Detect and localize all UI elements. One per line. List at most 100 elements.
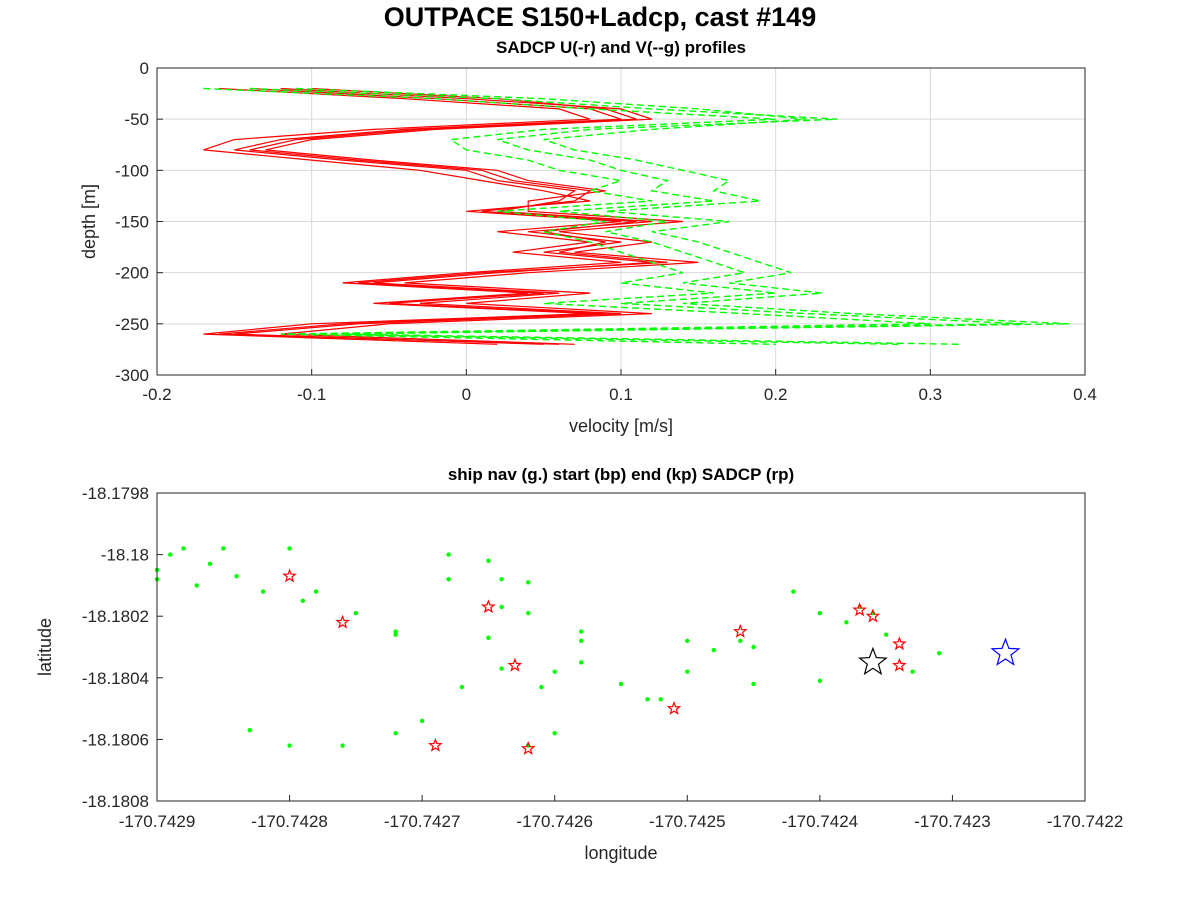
- ship-nav-point: [499, 604, 504, 610]
- ship-nav-point: [393, 629, 398, 634]
- bottom-axes-box: [156, 492, 1086, 802]
- bottom-y-tick-label: -18.1808: [82, 792, 149, 811]
- sadcp-point-star: [892, 657, 907, 672]
- sadcp-point-star: [666, 700, 682, 715]
- ship-nav-point: [645, 697, 650, 702]
- ship-nav-point: [883, 632, 889, 637]
- top-x-axis-label: velocity [m/s]: [569, 416, 673, 436]
- ship-nav-point: [300, 598, 306, 603]
- ship-nav-point: [618, 681, 624, 687]
- top-x-tick-label: 0.4: [1073, 385, 1097, 404]
- ship-nav-point: [711, 647, 716, 653]
- u-profile-line-1: [234, 87, 652, 345]
- top-x-tick-label: -0.1: [297, 385, 326, 404]
- bottom-x-tick-label: -170.7426: [516, 812, 593, 831]
- ship-nav-point: [936, 650, 942, 656]
- v-profile-line-4: [203, 87, 931, 345]
- sadcp-point-star: [335, 614, 350, 629]
- ship-nav-point: [539, 684, 544, 690]
- bottom-y-tick-label: -18.1806: [82, 730, 149, 749]
- bottom-x-tick-label: -170.7427: [384, 812, 461, 831]
- top-x-tick-label: 0.3: [919, 385, 943, 404]
- sadcp-point-star: [507, 657, 523, 672]
- sadcp-point-star: [732, 623, 748, 638]
- bottom-y-axis-label: latitude: [35, 618, 55, 676]
- ship-nav-point: [353, 610, 359, 616]
- sadcp-point-star: [481, 599, 496, 614]
- ship-nav-point: [194, 583, 199, 588]
- ship-nav-point: [658, 697, 663, 702]
- ship-nav-point: [791, 589, 796, 594]
- ship-nav-point: [168, 552, 173, 557]
- u-profile-line-2: [265, 87, 699, 345]
- ship-nav-point: [459, 684, 465, 690]
- ship-nav-point: [499, 577, 504, 582]
- top-y-tick-label: -250: [115, 315, 149, 334]
- ship-nav-point: [486, 558, 491, 563]
- bottom-x-axis-label: longitude: [584, 843, 657, 863]
- bottom-x-tick-label: -170.7424: [782, 812, 859, 831]
- top-y-axis-label: depth [m]: [79, 184, 99, 259]
- ship-nav-point: [446, 552, 451, 557]
- ship-nav-point: [181, 546, 186, 551]
- ship-nav-point: [446, 577, 451, 582]
- bottom-ticks: -170.7429 -170.7428 -170.7427 -170.7426 -170…: [82, 484, 1123, 831]
- top-series: [203, 87, 1070, 345]
- top-x-tick-label: 0.1: [609, 385, 633, 404]
- ship-nav-point: [738, 638, 743, 644]
- top-x-tick-label: 0: [462, 385, 471, 404]
- ship-nav-point: [751, 681, 756, 687]
- top-y-tick-label: 0: [140, 59, 149, 78]
- bottom-x-tick-label: -170.7422: [1047, 812, 1124, 831]
- ship-nav-point: [499, 666, 504, 671]
- bottom-y-tick-label: -18.1802: [82, 607, 149, 626]
- start-position-star: [990, 637, 1021, 666]
- v-profile-line-6: [296, 87, 1070, 345]
- ship-nav-chart: -170.7429 -170.7428 -170.7427 -170.7426 -170…: [35, 465, 1123, 863]
- velocity-profile-chart: -0.2 -0.1 0 0.1 0.2 0.3 0.4 0 -50 -100 -150 -200 -25…: [79, 38, 1097, 436]
- top-y-tick-label: -150: [115, 213, 149, 232]
- bottom-chart-title: ship nav (g.) start (bp) end (kp) SADCP …: [448, 465, 794, 484]
- ship-nav-point: [844, 620, 849, 625]
- ship-nav-point: [393, 731, 398, 736]
- top-y-tick-label: -300: [115, 366, 149, 385]
- ship-nav-point: [552, 731, 557, 736]
- ship-nav-point: [419, 718, 425, 724]
- bottom-y-tick-label: -18.1798: [82, 484, 149, 503]
- bottom-x-tick-label: -170.7429: [119, 812, 196, 831]
- top-y-tick-label: -100: [115, 161, 149, 180]
- sadcp-point-star: [892, 636, 907, 651]
- sadcp-point-star: [428, 737, 443, 752]
- bottom-x-tick-label: -170.7425: [649, 812, 726, 831]
- ship-nav-point: [340, 743, 345, 748]
- u-profile-line-0: [203, 87, 622, 345]
- end-position-star: [857, 646, 888, 676]
- ship-nav-point: [260, 589, 266, 594]
- u-profile-line-3: [218, 87, 668, 345]
- ship-nav-point: [247, 727, 252, 733]
- ship-nav-point: [552, 669, 557, 674]
- v-profile-line-5: [249, 87, 1024, 345]
- bottom-plot-area: [157, 493, 1085, 801]
- ship-nav-point: [579, 638, 584, 644]
- sadcp-point-star: [282, 568, 297, 583]
- ship-nav-point: [526, 610, 531, 616]
- figure-title: OUTPACE S150+Ladcp, cast #149: [383, 2, 817, 32]
- ship-nav-point: [817, 610, 823, 616]
- top-x-tick-label: -0.2: [142, 385, 171, 404]
- ship-nav-point: [579, 629, 584, 634]
- ship-nav-point: [207, 561, 213, 567]
- ship-nav-point: [526, 580, 531, 585]
- top-chart-title: SADCP U(-r) and V(--g) profiles: [496, 38, 746, 57]
- sadcp-point-star: [865, 608, 881, 623]
- ship-nav-point: [486, 635, 491, 640]
- ship-nav-point: [579, 660, 584, 665]
- ship-nav-point: [313, 589, 319, 594]
- ship-nav-point: [287, 546, 292, 551]
- bottom-x-tick-label: -170.7428: [251, 812, 328, 831]
- sadcp-point-star: [852, 602, 867, 617]
- ship-nav-point: [287, 743, 292, 748]
- ship-nav-point: [234, 573, 239, 579]
- bottom-x-tick-label: -170.7423: [914, 812, 991, 831]
